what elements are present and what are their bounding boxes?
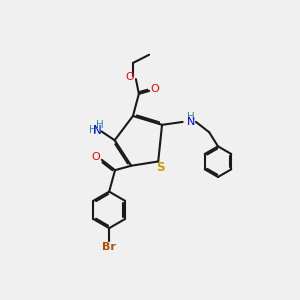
Text: O: O [151,85,159,94]
Text: N: N [93,124,101,137]
Text: O: O [125,72,134,82]
Text: Br: Br [102,242,116,252]
Text: O: O [92,152,100,163]
Text: N: N [187,118,195,128]
Text: H: H [96,120,104,130]
Text: S: S [156,161,165,174]
Text: H: H [187,112,195,122]
Text: H: H [89,125,97,135]
